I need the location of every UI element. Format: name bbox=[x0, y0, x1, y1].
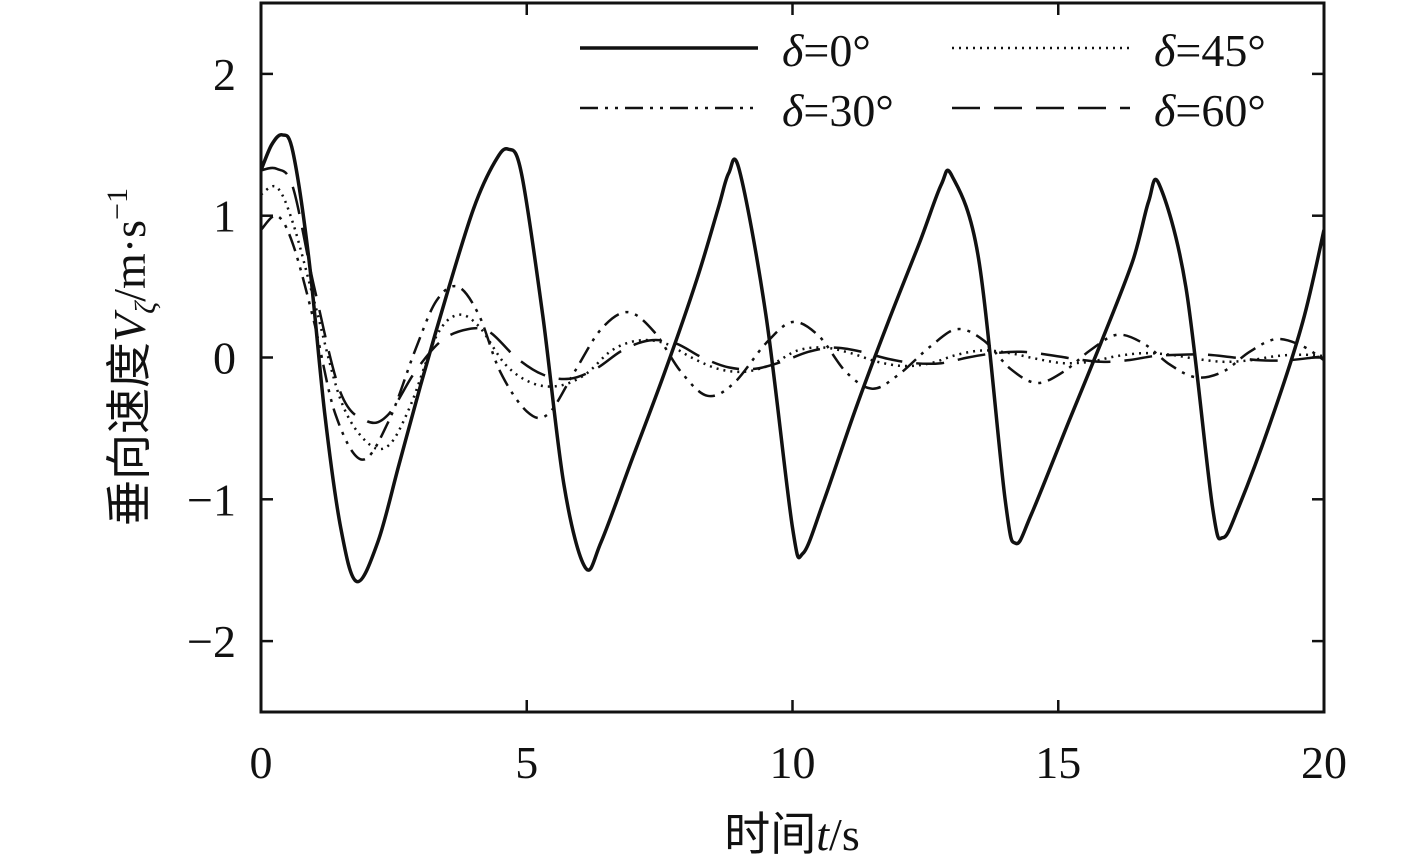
legend-label-4: δ=60° bbox=[1154, 85, 1266, 136]
x-tick-label: 20 bbox=[1301, 737, 1347, 788]
legend-label-2: δ=45° bbox=[1154, 25, 1266, 76]
y-tick-label: −1 bbox=[187, 474, 236, 525]
y-tick-label: 1 bbox=[213, 191, 236, 242]
legend-label-3: δ=30° bbox=[782, 85, 894, 136]
x-tick-label: 15 bbox=[1035, 737, 1081, 788]
series-line-4 bbox=[261, 166, 1324, 425]
x-axis-title: 时间t/s bbox=[724, 809, 859, 860]
y-axis-title: 垂向速度Vζ/m·s−1 bbox=[101, 188, 162, 526]
series-line-3 bbox=[261, 214, 1324, 461]
y-tick-label: 0 bbox=[213, 333, 236, 384]
series-lines bbox=[261, 133, 1324, 584]
y-tick-label: 2 bbox=[213, 49, 236, 100]
legend-label-1: δ=0° bbox=[782, 25, 871, 76]
series-line-1 bbox=[261, 133, 1324, 584]
y-tick-label: −2 bbox=[187, 616, 236, 667]
x-tick-label: 0 bbox=[250, 737, 273, 788]
axis-ticks bbox=[259, 3, 1326, 712]
legend: δ=0° δ=45° δ=30° δ=60° bbox=[580, 25, 1266, 136]
series-line-2 bbox=[261, 184, 1324, 451]
x-tick-label: 10 bbox=[770, 737, 816, 788]
x-tick-label: 5 bbox=[515, 737, 538, 788]
